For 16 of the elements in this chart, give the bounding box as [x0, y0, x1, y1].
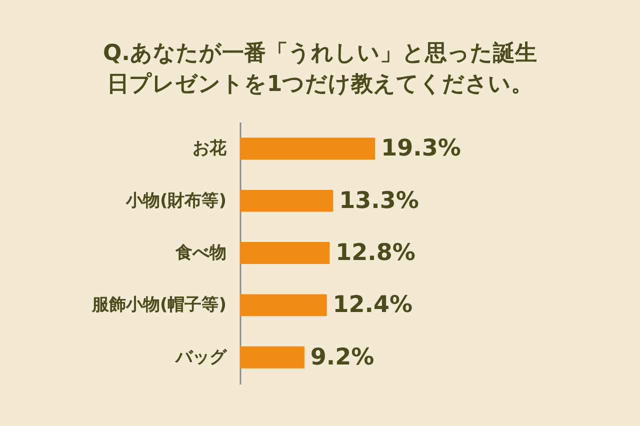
data-label: 12.8% — [336, 240, 416, 266]
data-label: 12.4% — [332, 292, 413, 318]
bar — [240, 294, 327, 316]
bar — [240, 242, 330, 264]
data-label: 19.3% — [381, 136, 461, 162]
y-tick-label: 小物(財布等) — [124, 190, 226, 211]
y-tick-label: バッグ — [174, 347, 228, 368]
chart-title: Q.あなたが一番「うれしい」と思った誕生日プレゼントを1つだけ教えてください。 — [102, 41, 538, 97]
y-tick-label: 服飾小物(帽子等) — [90, 295, 226, 316]
bar — [240, 190, 334, 212]
y-tick-label: 食べ物 — [174, 243, 226, 263]
bar — [240, 346, 304, 368]
bar — [240, 138, 376, 160]
y-tick-label: お花 — [192, 138, 228, 159]
data-label: 9.2% — [310, 344, 374, 370]
data-label: 13.3% — [339, 188, 419, 214]
